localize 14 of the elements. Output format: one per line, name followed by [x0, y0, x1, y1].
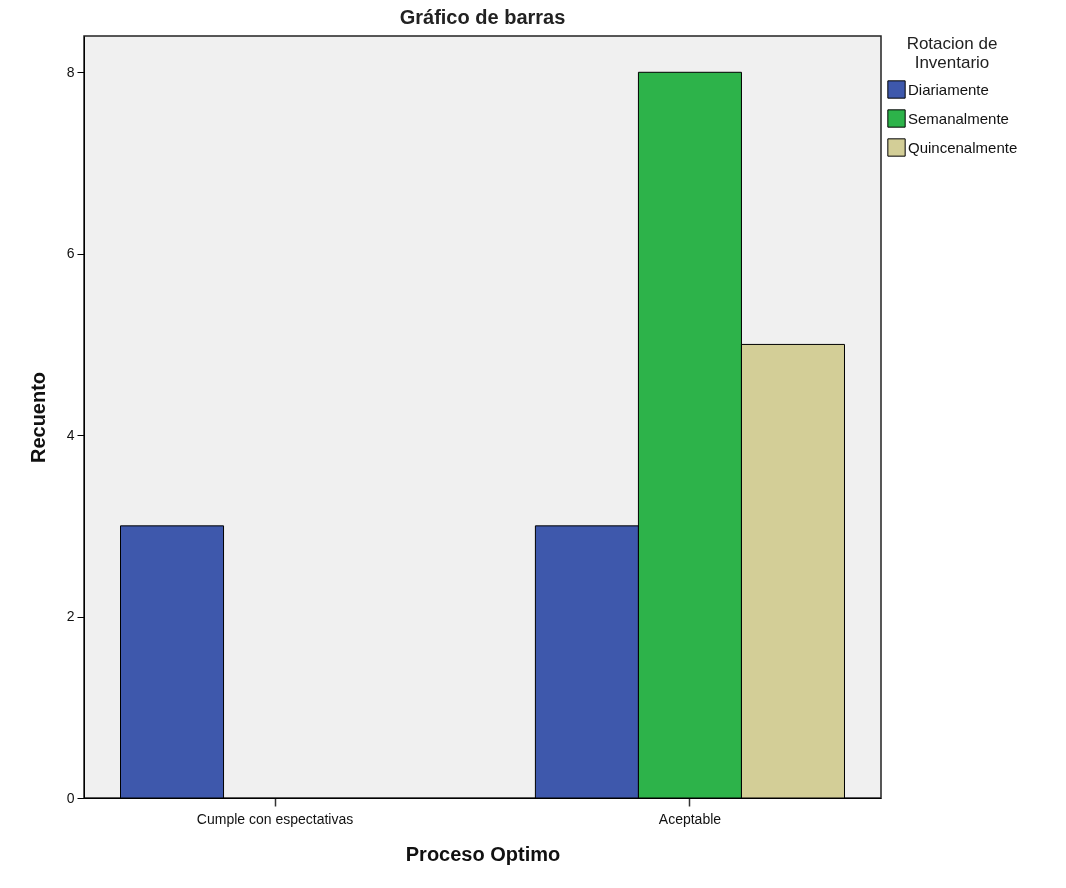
legend-label: Semanalmente: [908, 109, 1009, 127]
legend-label: Diariamente: [908, 80, 989, 98]
y-tick-label: 2: [66, 608, 75, 625]
legend-title: Rotacion de Inventario: [906, 34, 998, 72]
y-tick-label: 6: [66, 245, 75, 262]
y-axis-title: Recuento: [26, 371, 49, 464]
x-axis-title: Proceso Optimo: [405, 842, 561, 865]
x-tick-label: Aceptable: [658, 810, 722, 827]
y-tick-label: 0: [66, 789, 75, 806]
x-tick-label: Cumple con espectativas: [196, 810, 354, 827]
y-tick-label: 4: [66, 426, 75, 443]
legend-label: Quincenalmente: [908, 138, 1018, 156]
y-tick-label: 8: [66, 63, 75, 80]
chart-title: Gráfico de barras: [399, 6, 566, 28]
